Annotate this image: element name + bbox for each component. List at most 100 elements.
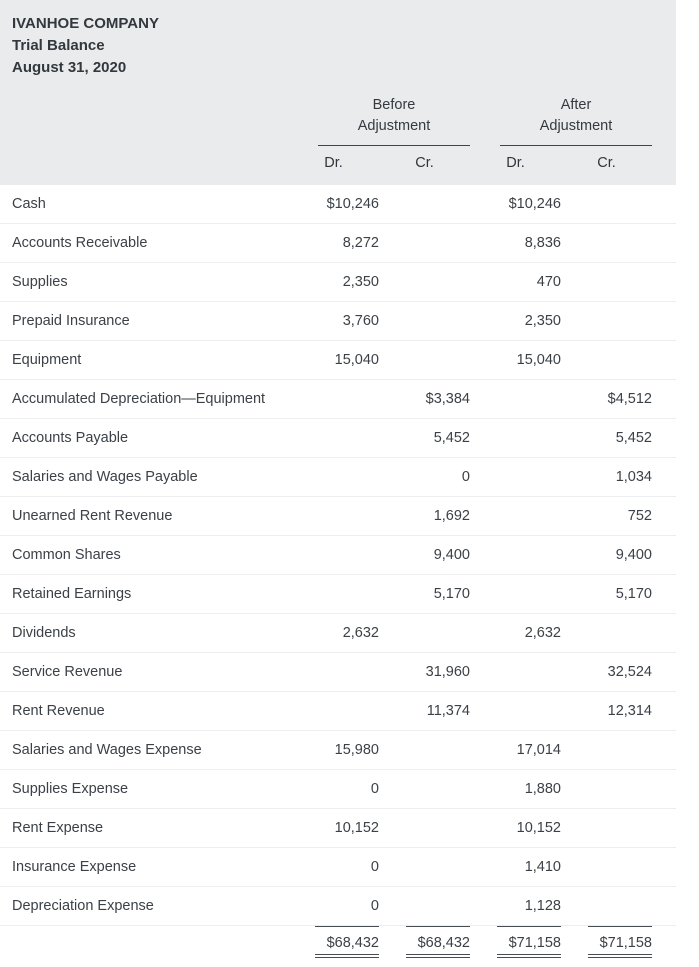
before-adjustment-label: Before Adjustment [357, 97, 431, 134]
before-dr-value: 15,980 [334, 742, 379, 758]
account-name: Salaries and Wages Payable [12, 469, 198, 485]
before-cr-value: 31,960 [425, 664, 470, 680]
before-dr-value: 0 [370, 859, 379, 875]
before-dr-value: $10,246 [326, 196, 379, 212]
account-name: Retained Earnings [12, 586, 132, 602]
dr-cr-header-row: Dr. Cr. Dr. Cr. [0, 146, 676, 185]
account-column-spacer [0, 155, 288, 171]
total-before-cr-value: $68,432 [406, 926, 470, 958]
after-adjustment-underline: After Adjustment [500, 95, 652, 146]
report-title-block: IVANHOE COMPANY Trial Balance August 31,… [0, 13, 676, 79]
report-date: August 31, 2020 [12, 59, 127, 76]
account-name: Equipment [12, 352, 82, 368]
after-dr-value: 2,632 [524, 625, 561, 641]
total-after-dr-value: $71,158 [497, 926, 561, 958]
after-adjustment-group-header: After Adjustment [470, 95, 652, 146]
after-dr-value: 1,410 [524, 859, 561, 875]
after-cr-value: 1,034 [615, 469, 652, 485]
report-title: Trial Balance [12, 37, 105, 54]
after-dr-value: 10,152 [516, 820, 561, 836]
before-cr-value: 1,692 [433, 508, 470, 524]
before-dr-value: 3,760 [342, 313, 379, 329]
account-name: Prepaid Insurance [12, 313, 130, 329]
before-cr-value: 9,400 [433, 547, 470, 563]
after-cr-column-header: Cr. [597, 155, 616, 171]
account-column-spacer [0, 95, 288, 146]
after-dr-value: $10,246 [508, 196, 561, 212]
totals-row: $68,432 $68,432 $71,158 $71,158 [0, 925, 676, 967]
after-dr-value: 8,836 [524, 235, 561, 251]
account-name: Accumulated Depreciation—Equipment [12, 391, 266, 407]
table-body: Cash $10,246 $10,246 Accounts Receivable… [0, 185, 676, 925]
table-row: Rent Revenue 11,374 12,314 [0, 691, 676, 730]
before-cr-column-header: Cr. [415, 155, 434, 171]
after-cr-value: 12,314 [607, 703, 652, 719]
before-dr-value: 0 [370, 898, 379, 914]
after-dr-value: 15,040 [516, 352, 561, 368]
table-row: Dividends 2,632 2,632 [0, 613, 676, 652]
before-dr-value: 15,040 [334, 352, 379, 368]
before-dr-value: 2,632 [342, 625, 379, 641]
after-dr-value: 1,128 [524, 898, 561, 914]
before-cr-value: $3,384 [425, 391, 470, 407]
account-name: Accounts Receivable [12, 235, 148, 251]
table-row: Cash $10,246 $10,246 [0, 185, 676, 223]
after-dr-value: 470 [536, 274, 561, 290]
account-name: Service Revenue [12, 664, 123, 680]
before-cr-value: 0 [461, 469, 470, 485]
account-name: Rent Revenue [12, 703, 105, 719]
before-cr-value: 5,452 [433, 430, 470, 446]
after-dr-column-header: Dr. [506, 155, 525, 171]
before-adjustment-underline: Before Adjustment [318, 95, 470, 146]
column-group-header-row: Before Adjustment After Adjustment [0, 95, 676, 146]
before-dr-value: 2,350 [342, 274, 379, 290]
after-dr-value: 1,880 [524, 781, 561, 797]
table-row: Retained Earnings 5,170 5,170 [0, 574, 676, 613]
table-row: Salaries and Wages Payable 0 1,034 [0, 457, 676, 496]
account-name: Supplies [12, 274, 68, 290]
total-after-dr: $71,158 [470, 926, 561, 958]
table-row: Accounts Receivable 8,272 8,836 [0, 223, 676, 262]
table-row: Prepaid Insurance 3,760 2,350 [0, 301, 676, 340]
before-dr-column-header: Dr. [324, 155, 343, 171]
after-cr-value: 32,524 [607, 664, 652, 680]
account-name: Insurance Expense [12, 859, 137, 875]
account-name: Supplies Expense [12, 781, 129, 797]
account-name: Dividends [12, 625, 76, 641]
total-before-cr: $68,432 [379, 926, 470, 958]
after-cr-value: 752 [627, 508, 652, 524]
before-dr-value: 0 [370, 781, 379, 797]
report-header-band: IVANHOE COMPANY Trial Balance August 31,… [0, 0, 676, 185]
company-name: IVANHOE COMPANY [12, 15, 159, 32]
before-dr-value: 8,272 [342, 235, 379, 251]
after-cr-value: 5,170 [615, 586, 652, 602]
account-name: Cash [12, 196, 46, 212]
after-cr-value: $4,512 [607, 391, 652, 407]
account-name: Salaries and Wages Expense [12, 742, 202, 758]
after-cr-value: 9,400 [615, 547, 652, 563]
total-after-cr: $71,158 [561, 926, 652, 958]
before-cr-value: 5,170 [433, 586, 470, 602]
before-adjustment-group-header: Before Adjustment [288, 95, 470, 146]
account-name: Accounts Payable [12, 430, 129, 446]
account-name: Rent Expense [12, 820, 104, 836]
total-before-dr: $68,432 [288, 926, 379, 958]
account-name: Unearned Rent Revenue [12, 508, 173, 524]
table-row: Equipment 15,040 15,040 [0, 340, 676, 379]
before-dr-value: 10,152 [334, 820, 379, 836]
table-row: Salaries and Wages Expense 15,980 17,014 [0, 730, 676, 769]
table-row: Supplies Expense 0 1,880 [0, 769, 676, 808]
after-adjustment-label: After Adjustment [539, 97, 613, 134]
after-dr-value: 17,014 [516, 742, 561, 758]
table-row: Service Revenue 31,960 32,524 [0, 652, 676, 691]
after-cr-value: 5,452 [615, 430, 652, 446]
table-row: Depreciation Expense 0 1,128 [0, 886, 676, 925]
table-row: Unearned Rent Revenue 1,692 752 [0, 496, 676, 535]
after-dr-value: 2,350 [524, 313, 561, 329]
before-cr-value: 11,374 [426, 703, 470, 719]
table-row: Accounts Payable 5,452 5,452 [0, 418, 676, 457]
total-before-dr-value: $68,432 [315, 926, 379, 958]
account-name: Common Shares [12, 547, 121, 563]
table-row: Insurance Expense 0 1,410 [0, 847, 676, 886]
